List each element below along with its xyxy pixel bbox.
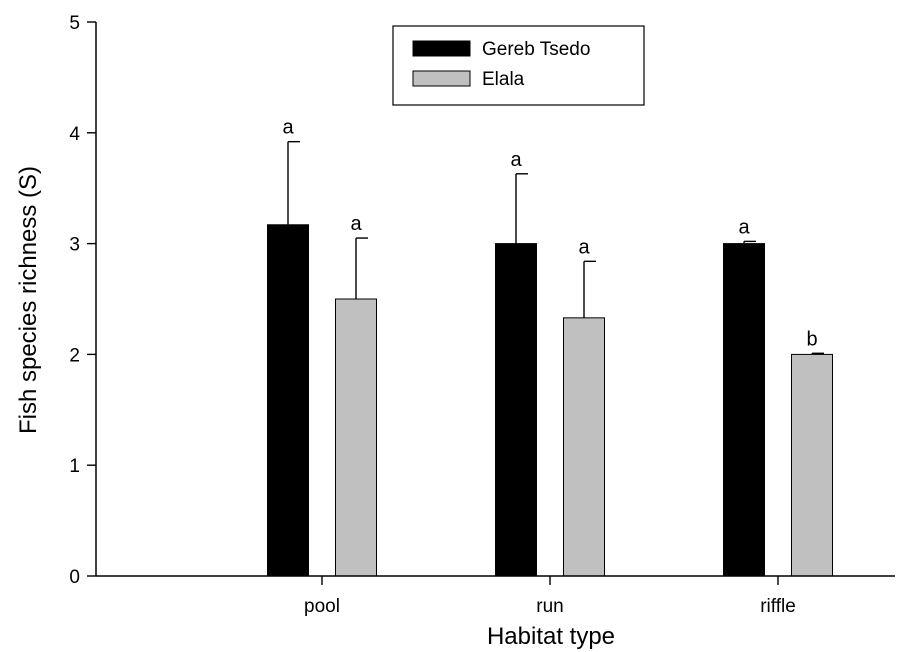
legend-label-gereb-tsedo: Gereb Tsedo xyxy=(482,39,590,60)
bar-gereb-tsedo-pool xyxy=(267,224,309,577)
x-axis-title: Habitat type xyxy=(487,623,615,650)
bar-elala-run xyxy=(563,317,605,577)
significance-label-elala-run: a xyxy=(578,236,590,258)
y-ticks: 0 1 2 3 4 5 xyxy=(69,13,96,588)
significance-label-gereb-tsedo-riffle: a xyxy=(738,216,750,238)
x-tick-label-pool: pool xyxy=(304,596,340,617)
y-axis-title: Fish species richness (S) xyxy=(15,166,42,434)
significance-label-gereb-tsedo-run: a xyxy=(510,149,522,171)
bars-layer: a a a a a b xyxy=(267,117,833,577)
significance-label-elala-riffle: b xyxy=(806,328,817,350)
x-tick-label-run: run xyxy=(536,596,563,617)
y-tick-label: 1 xyxy=(69,456,80,477)
y-tick-label: 0 xyxy=(69,567,80,588)
legend-label-elala: Elala xyxy=(482,69,525,90)
significance-label-gereb-tsedo-pool: a xyxy=(282,117,294,139)
bar-elala-pool xyxy=(335,298,377,577)
legend: Gereb Tsedo Elala xyxy=(392,25,645,106)
bar-gereb-tsedo-riffle xyxy=(723,243,765,577)
y-tick-label: 5 xyxy=(69,13,80,34)
y-tick-label: 3 xyxy=(69,235,80,256)
legend-swatch-gereb-tsedo xyxy=(412,40,471,57)
x-tick-label-riffle: riffle xyxy=(760,596,796,617)
axes-layer xyxy=(95,22,895,577)
y-tick-label: 2 xyxy=(69,345,80,366)
x-ticks: pool run riffle xyxy=(304,576,796,617)
legend-box xyxy=(392,25,645,106)
significance-label-elala-pool: a xyxy=(350,213,362,235)
y-tick-label: 4 xyxy=(69,124,80,145)
legend-swatch-elala xyxy=(412,70,471,87)
bar-gereb-tsedo-run xyxy=(495,243,537,577)
bar-elala-riffle xyxy=(791,353,833,577)
